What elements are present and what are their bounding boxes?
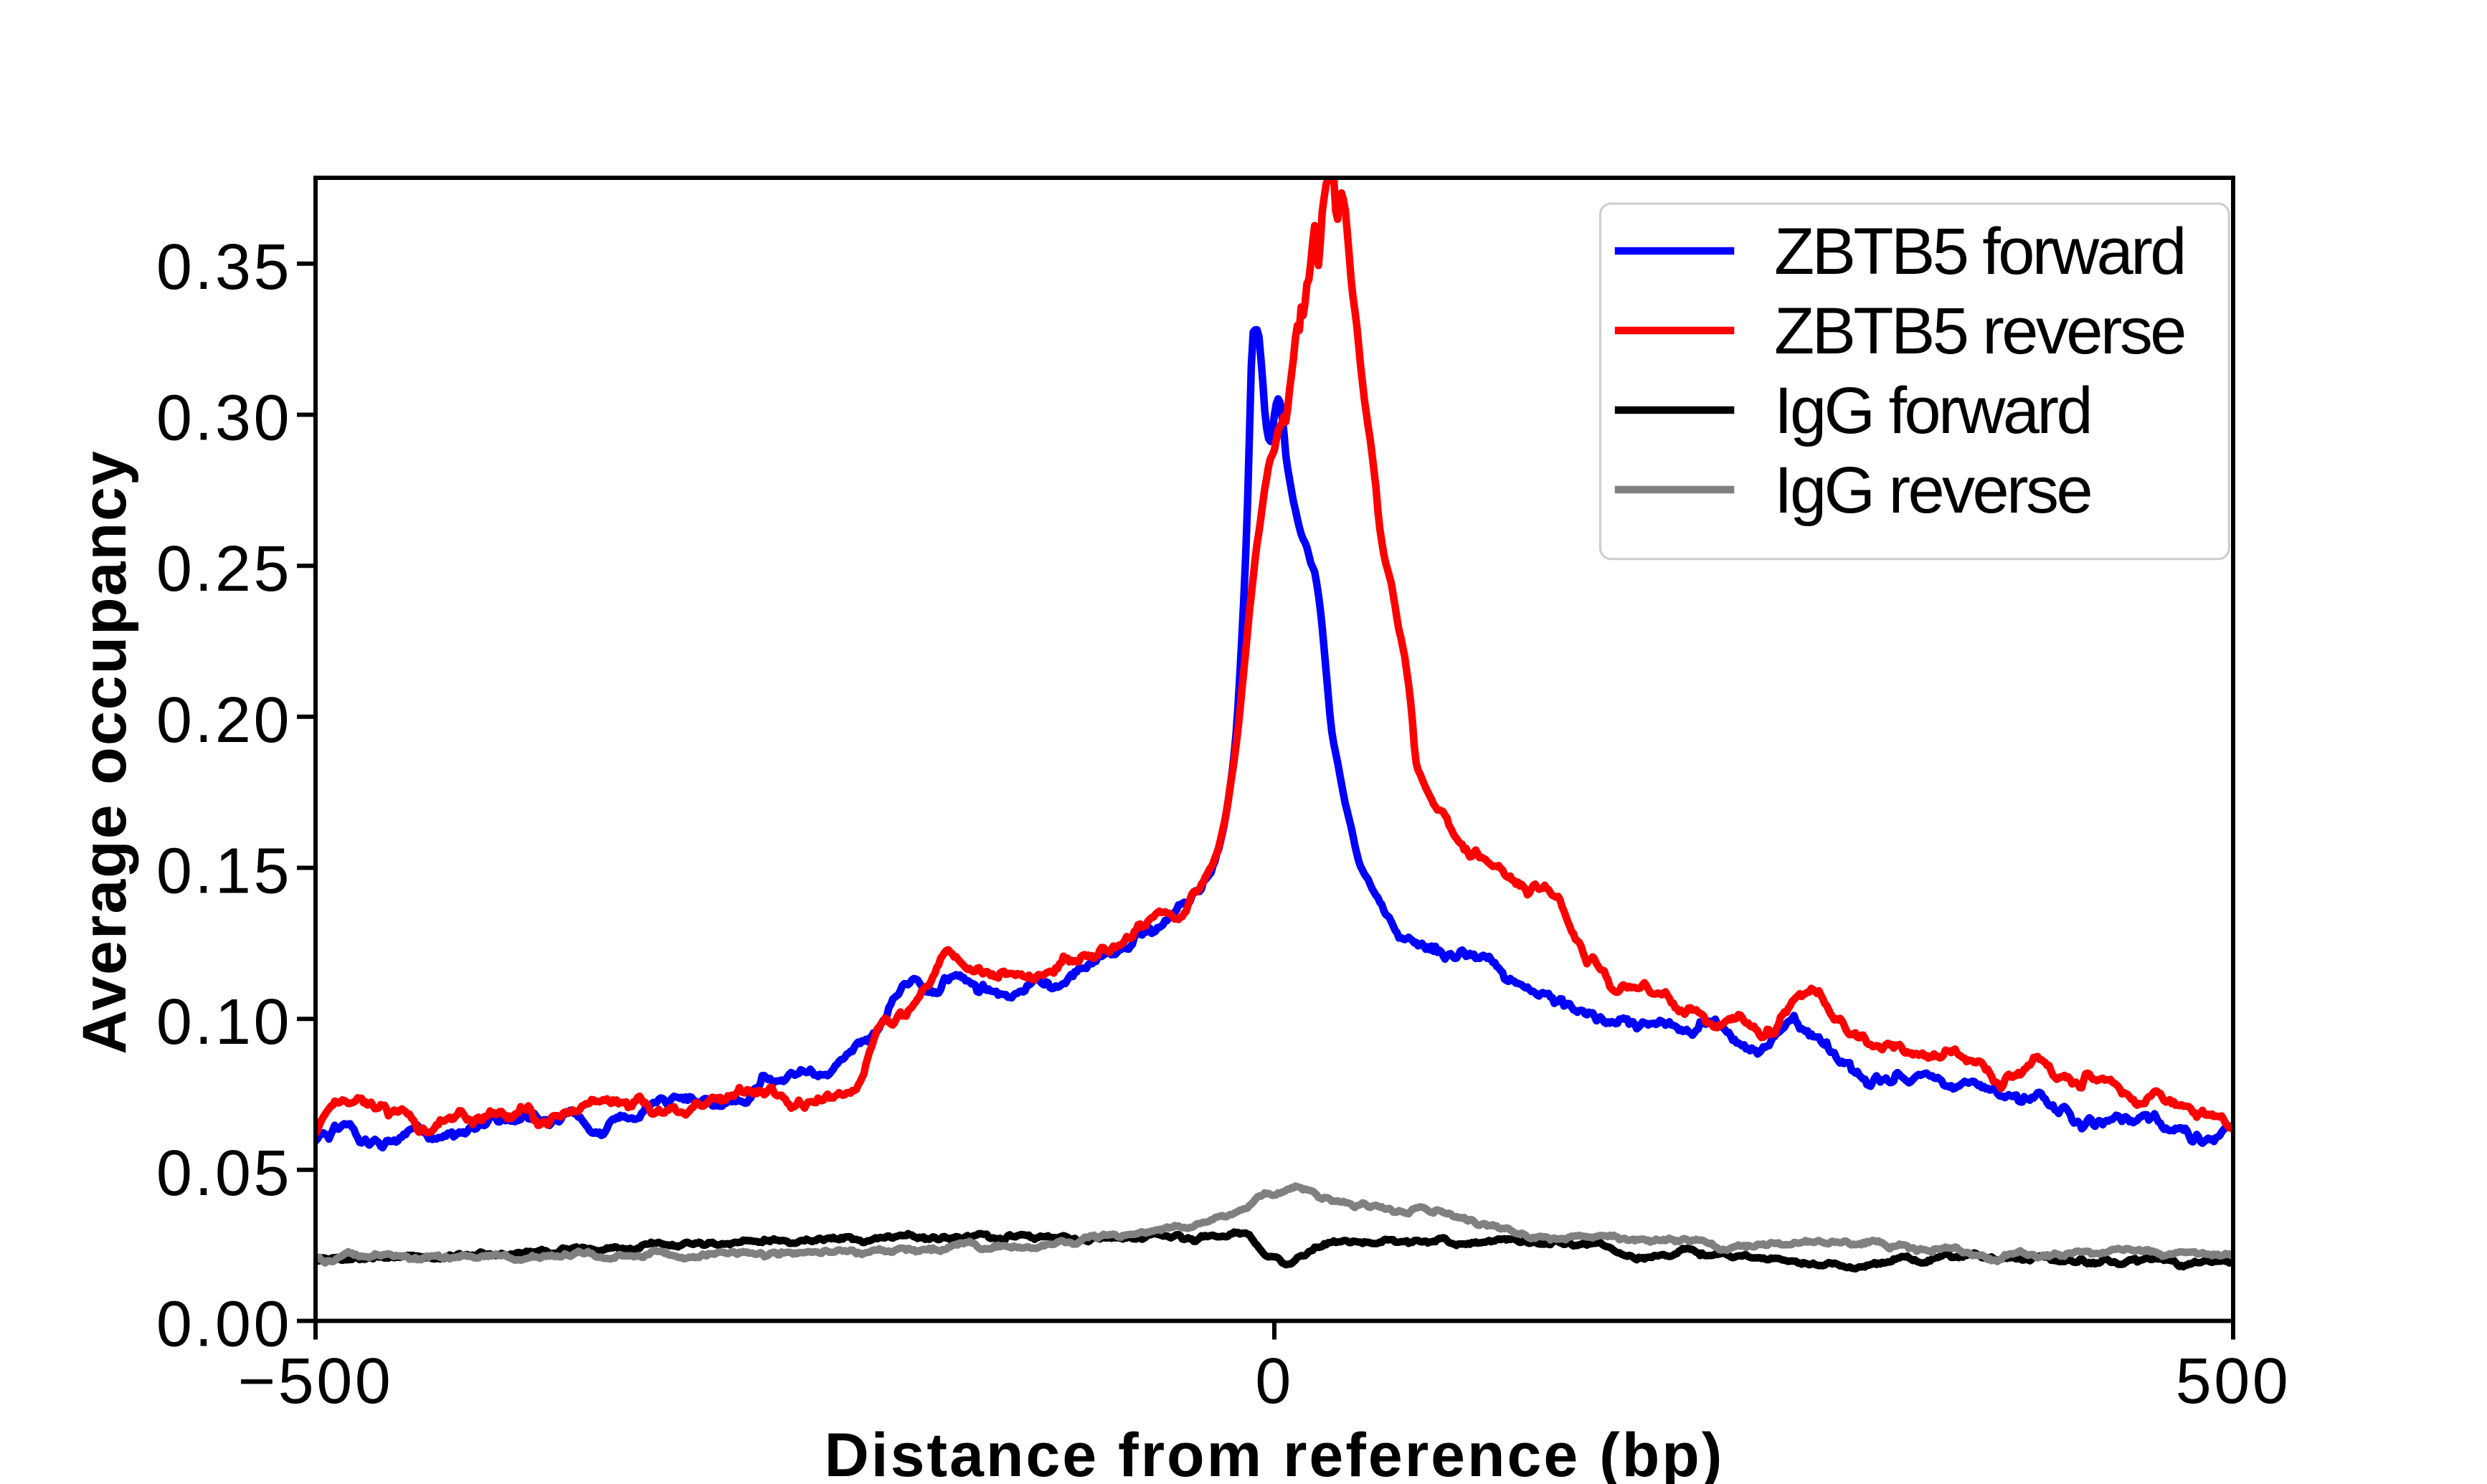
svg-text:IgG reverse: IgG reverse — [1774, 454, 2090, 527]
svg-text:−500: −500 — [238, 1346, 394, 1417]
svg-text:ZBTB5 forward: ZBTB5 forward — [1774, 215, 2184, 288]
svg-text:0.30: 0.30 — [156, 383, 292, 455]
svg-text:500: 500 — [2176, 1346, 2291, 1417]
svg-text:Average occupancy: Average occupancy — [70, 450, 139, 1054]
svg-text:0.35: 0.35 — [156, 232, 292, 303]
svg-text:0.15: 0.15 — [156, 836, 292, 908]
svg-text:0: 0 — [1255, 1346, 1294, 1417]
svg-text:0.05: 0.05 — [156, 1138, 292, 1209]
svg-text:0.25: 0.25 — [156, 533, 292, 605]
svg-text:0.00: 0.00 — [156, 1289, 292, 1361]
svg-text:Distance from reference (bp): Distance from reference (bp) — [825, 1421, 1725, 1484]
svg-text:0.10: 0.10 — [156, 986, 292, 1058]
svg-text:0.20: 0.20 — [156, 685, 292, 756]
svg-text:IgG forward: IgG forward — [1774, 374, 2090, 447]
svg-text:ZBTB5 reverse: ZBTB5 reverse — [1774, 295, 2184, 368]
